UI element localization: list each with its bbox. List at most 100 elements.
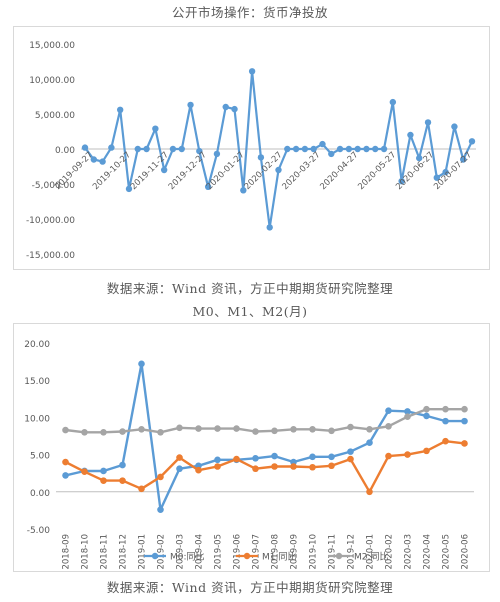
chart1-point (442, 168, 449, 176)
chart1-point (90, 156, 97, 163)
chart2-point-1 (81, 468, 88, 476)
chart2-point-1 (290, 463, 297, 470)
chart2-series-line-1 (64, 439, 465, 494)
chart2-y-tick: 5.00 (30, 452, 50, 462)
chart1-point (187, 101, 194, 109)
chart1-point (319, 140, 326, 148)
chart1-point (152, 125, 159, 132)
chart2-point-0 (309, 453, 316, 461)
chart2-plot: 20.00 15.00 10.00 5.00 0.00 -5.00 2018-09 2018-… (24, 340, 474, 570)
chart2-point-1 (328, 462, 335, 470)
chart2-point-1 (366, 488, 373, 496)
chart2-point-0 (214, 456, 221, 464)
chart2-x-tick: 2020-02 (385, 534, 395, 570)
chart1-y-tick: 10,000.00 (29, 76, 75, 86)
chart2-point-0 (157, 506, 164, 513)
chart2-source: 数据来源：Wind 资讯，方正中期期货研究院整理 (106, 580, 394, 595)
chart1-x-tick: 2020-07-27 (432, 150, 474, 192)
chart2-point-2 (290, 426, 297, 433)
chart2-legend-marker (335, 552, 343, 560)
chart2-x-tick: 2019-10 (309, 534, 319, 570)
chart2-point-2 (442, 405, 449, 413)
chart2-point-1 (195, 466, 202, 474)
chart2-x-tick: 2019-01 (138, 534, 148, 570)
chart2-point-2 (214, 425, 221, 432)
chart2-y-tick: 0.00 (30, 489, 50, 499)
chart2-legend-label: M0:同比 (170, 551, 205, 563)
chart2-point-0 (138, 360, 145, 368)
chart1-point (468, 138, 476, 145)
chart2-x-tick: 2020-04 (423, 534, 433, 570)
chart2-point-1 (461, 440, 468, 447)
chart2-point-2 (461, 405, 468, 413)
chart1-point (169, 145, 177, 153)
chart2-frame: 20.00 15.00 10.00 5.00 0.00 -5.00 2018-09 2018-… (13, 323, 490, 572)
chart2-point-2 (62, 426, 69, 434)
chart2-x-tick: 2020-03 (404, 534, 414, 570)
chart2-x-tick: 2019-08 (271, 534, 281, 570)
chart2-point-2 (271, 427, 278, 435)
chart1-point (231, 105, 238, 113)
chart2-x-tick: 2019-03 (176, 534, 186, 570)
chart2-x-tick: 2020-06 (461, 534, 471, 570)
chart1-point (301, 145, 309, 153)
chart2-point-2 (81, 428, 88, 436)
chart2-x-tick: 2019-04 (195, 534, 205, 570)
chart2-title: M0、M1、M2(月) (192, 304, 308, 319)
chart2-x-tick: 2019-05 (214, 534, 224, 570)
chart1-source: 数据来源：Wind 资讯，方正中期期货研究院整理 (106, 281, 394, 296)
chart1-point (178, 145, 185, 153)
chart2-point-0 (62, 472, 69, 479)
chart2-point-2 (423, 405, 430, 413)
chart2-point-1 (252, 465, 259, 473)
chart2-point-2 (252, 428, 259, 435)
chart1-y-tick: -15,000.00 (26, 251, 75, 261)
chart1-point (389, 98, 397, 106)
chart2-x-tick: 2019-02 (157, 534, 167, 570)
chart2-x-tick: 2019-06 (233, 534, 243, 570)
chart2-point-1 (138, 485, 145, 493)
chart1-y-tick: 0.00 (55, 146, 75, 156)
chart2-point-2 (195, 425, 202, 432)
chart1-point (196, 147, 203, 155)
chart2-point-0 (176, 465, 183, 473)
chart2-x-tick: 2018-12 (119, 534, 129, 570)
chart1-y-tick: 5,000.00 (35, 111, 75, 121)
chart1-point (345, 145, 353, 153)
chart1-point (398, 178, 405, 185)
chart2-x-tick: 2019-07 (252, 534, 262, 570)
chart2-point-2 (119, 428, 126, 435)
chart2-x-tick: 2020-01 (366, 534, 376, 570)
chart2-point-2 (138, 426, 145, 433)
chart2-point-0 (404, 408, 411, 415)
chart2-point-2 (157, 428, 164, 436)
chart1-plot: 15,000.00 10,000.00 5,000.00 0.00 -5,000.00 -… (26, 41, 476, 261)
chart1-point (222, 103, 229, 111)
chart2-point-0 (252, 455, 259, 462)
chart1-frame: 15,000.00 10,000.00 5,000.00 0.00 -5,000.00 -… (13, 26, 490, 270)
chart2-point-1 (309, 463, 316, 471)
chart2-x-tick: 2020-05 (442, 534, 452, 570)
chart2-point-2 (176, 424, 183, 432)
chart2-point-0 (385, 407, 392, 415)
chart2-point-1 (404, 451, 411, 458)
chart1-point (284, 145, 291, 153)
chart1-point (213, 150, 221, 158)
chart1-point (240, 187, 247, 194)
chart2-point-1 (347, 455, 354, 463)
chart1-x-tick: 2020-03-27 (281, 150, 323, 192)
chart1-point (372, 145, 379, 153)
chart1-point (451, 123, 458, 130)
chart2-series-line-2 (65, 407, 465, 434)
chart1-point (380, 145, 388, 153)
chart1-point (266, 224, 273, 231)
chart2-point-0 (366, 439, 373, 446)
chart1-x-tick: 2020-05-27 (356, 150, 398, 192)
chart2-point-2 (328, 427, 335, 435)
chart2-series-line-0 (65, 362, 465, 511)
chart2-point-2 (366, 426, 373, 433)
chart1-title: 公开市场操作：货币净投放 (171, 5, 328, 20)
chart2-y-tick: -5.00 (27, 526, 51, 536)
chart1-point (336, 145, 344, 153)
chart2-point-0 (328, 453, 335, 461)
